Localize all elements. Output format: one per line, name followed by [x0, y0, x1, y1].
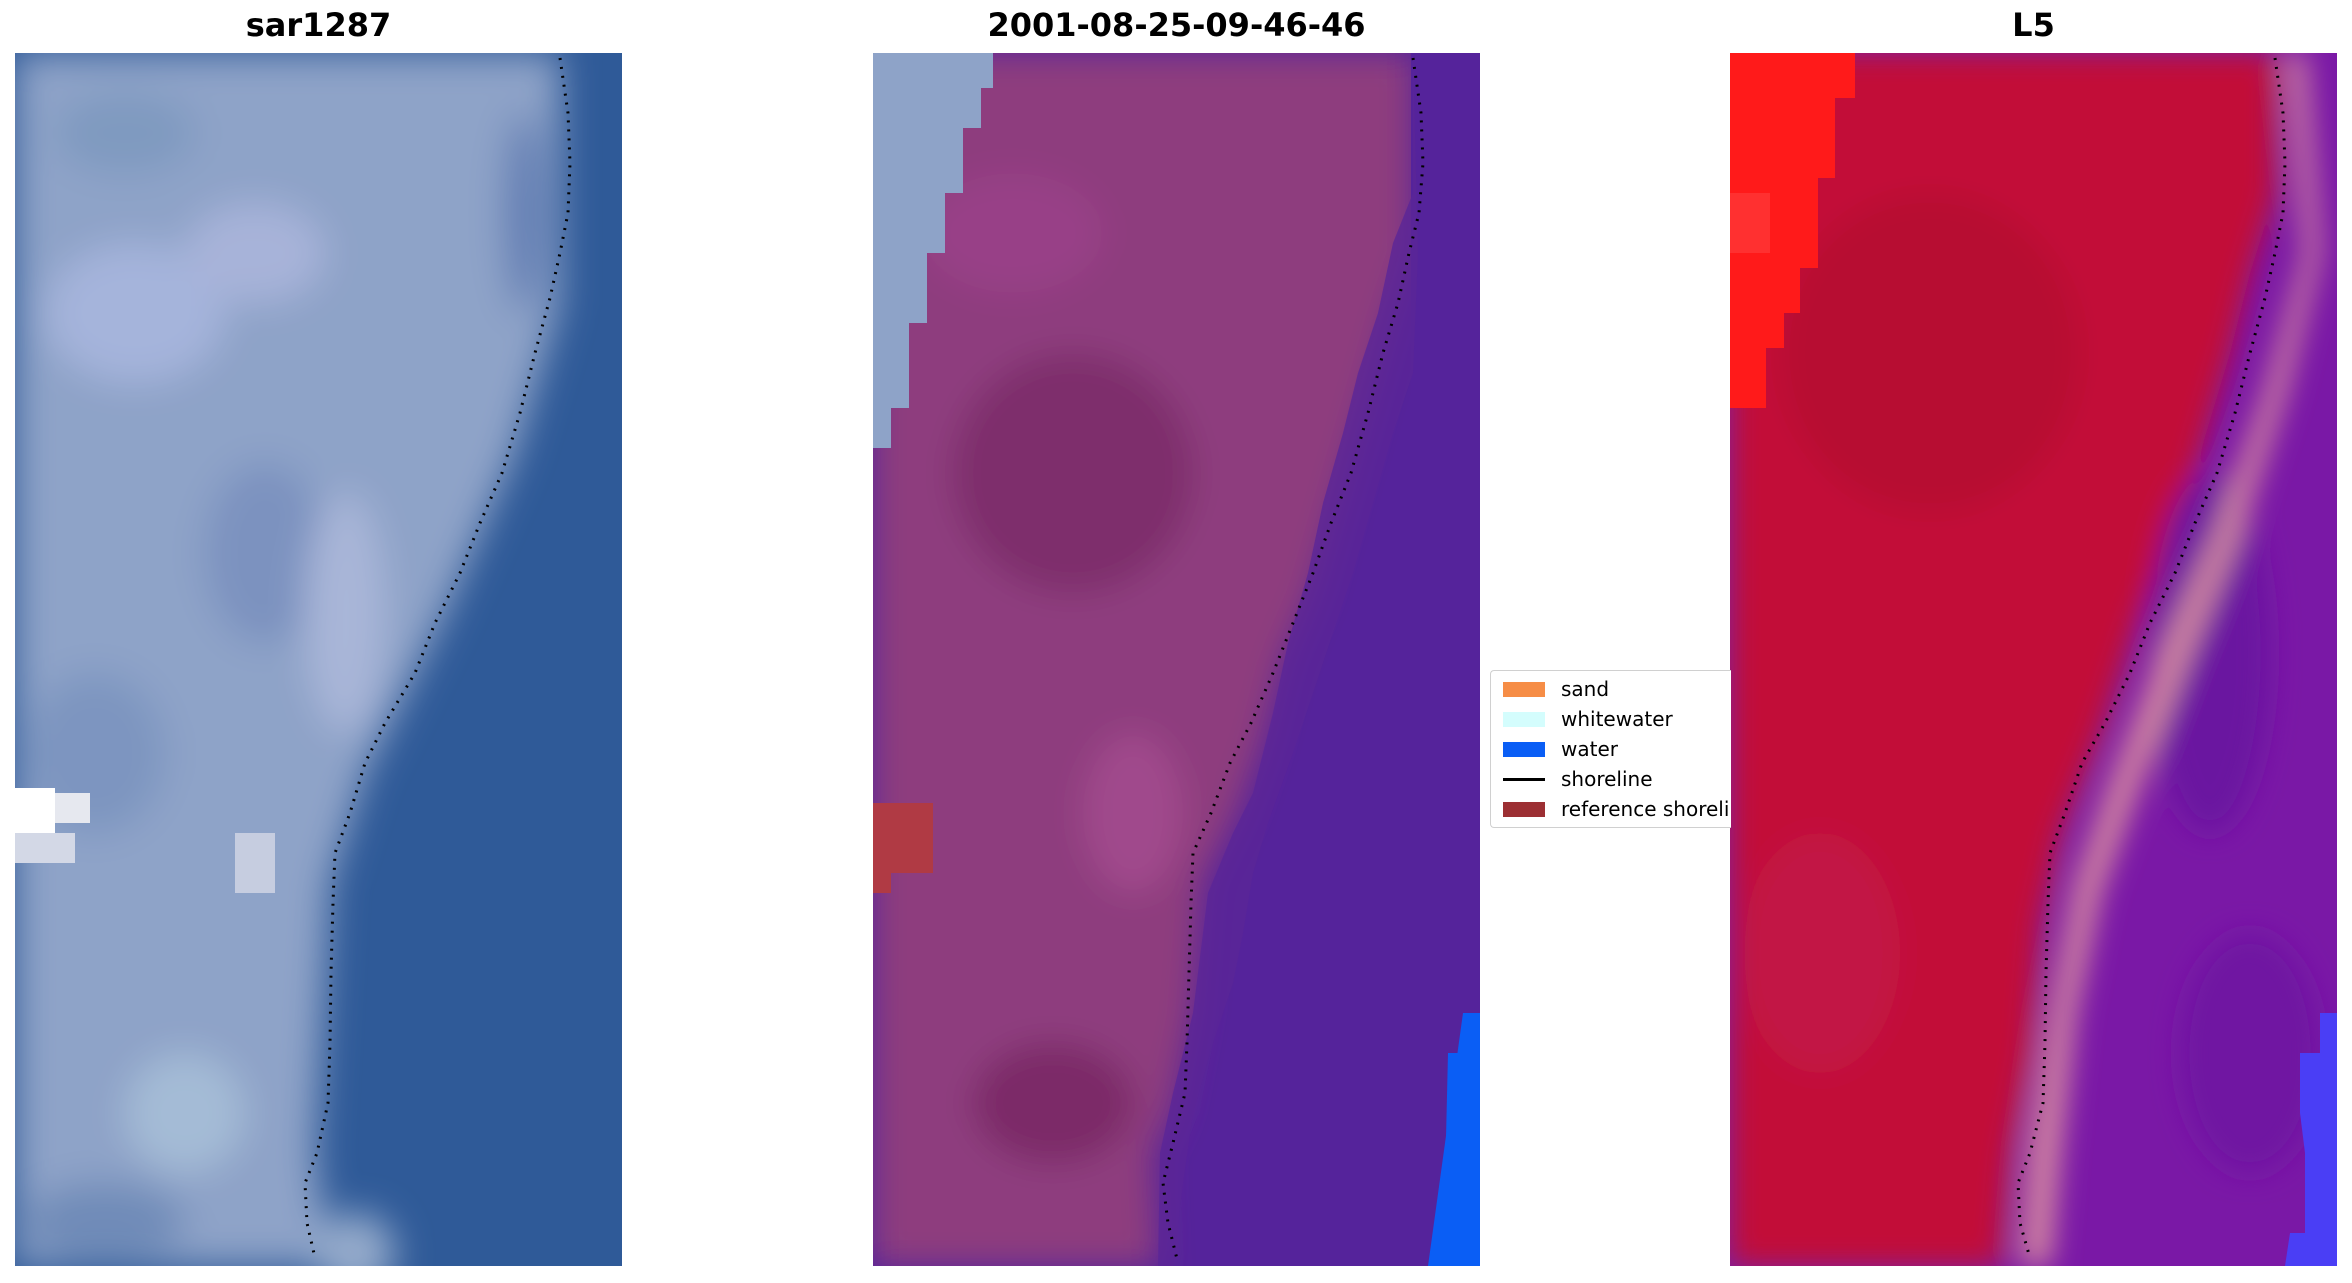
shoreline	[303, 57, 572, 1259]
legend: sand whitewater water shoreline referenc…	[1490, 670, 1731, 828]
water-class-region	[2285, 1013, 2337, 1266]
bright-spot	[15, 788, 55, 833]
panel-title-rgb: sar1287	[245, 6, 392, 44]
bright-red-region	[1730, 53, 1855, 408]
panel-title-classified: 2001-08-25-09-46-46	[987, 6, 1366, 44]
reference-shoreline-swatch	[1503, 802, 1545, 817]
shoreline	[1161, 57, 1425, 1264]
legend-label: whitewater	[1561, 707, 1673, 731]
legend-item-whitewater: whitewater	[1497, 707, 1731, 731]
index-image-panel	[1730, 53, 2337, 1266]
water-class-region	[1443, 1053, 1480, 1266]
legend-label: water	[1561, 737, 1618, 761]
shoreline-line-swatch	[1503, 778, 1545, 781]
legend-item-shoreline: shoreline	[1497, 767, 1731, 791]
legend-label: sand	[1561, 677, 1610, 701]
legend-label: shoreline	[1561, 767, 1653, 791]
sand-swatch	[1503, 682, 1545, 697]
whitewater-region	[873, 53, 993, 448]
whitewater-swatch	[1503, 712, 1545, 727]
legend-label: reference shoreline	[1561, 797, 1731, 821]
shoreline	[2016, 57, 2287, 1259]
water-swatch	[1503, 742, 1545, 757]
classified-image-panel	[873, 53, 1480, 1266]
panel-title-index: L5	[2012, 6, 2055, 44]
legend-item-reference-shoreline: reference shoreline	[1497, 797, 1731, 821]
rgb-image-panel	[15, 53, 622, 1266]
legend-item-sand: sand	[1497, 677, 1731, 701]
legend-item-water: water	[1497, 737, 1731, 761]
reference-shoreline-region	[873, 803, 933, 893]
